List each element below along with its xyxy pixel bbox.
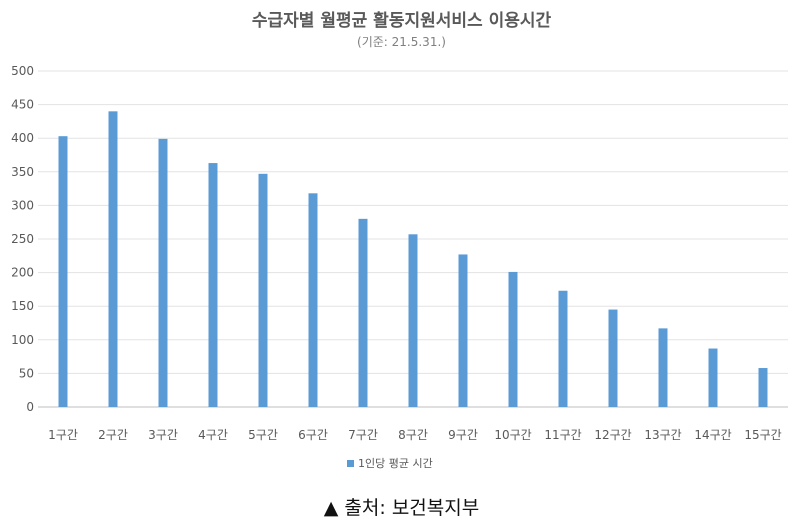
x-tick-label: 9구간	[448, 428, 478, 442]
bar	[658, 328, 668, 407]
bar	[58, 136, 68, 407]
y-tick-label: 500	[11, 64, 34, 78]
y-tick-label: 350	[11, 165, 34, 179]
bar	[758, 368, 768, 407]
bar	[608, 309, 618, 407]
bar	[308, 193, 318, 407]
y-tick-label: 400	[11, 131, 34, 145]
x-tick-label: 4구간	[198, 428, 228, 442]
x-tick-label: 6구간	[298, 428, 328, 442]
bar	[158, 138, 168, 407]
x-tick-label: 14구간	[694, 428, 731, 442]
bar	[408, 234, 418, 407]
bar	[258, 173, 268, 407]
bar	[108, 111, 118, 407]
x-tick-label: 12구간	[594, 428, 631, 442]
bar	[358, 218, 368, 407]
bar	[508, 271, 518, 407]
y-tick-label: 300	[11, 198, 34, 212]
x-tick-label: 2구간	[98, 428, 128, 442]
y-tick-label: 50	[19, 366, 34, 380]
x-tick-label: 10구간	[494, 428, 531, 442]
legend-swatch	[347, 460, 354, 467]
x-tick-label: 5구간	[248, 428, 278, 442]
y-tick-label: 450	[11, 98, 34, 112]
x-tick-label: 15구간	[744, 428, 781, 442]
y-tick-label: 250	[11, 232, 34, 246]
y-tick-label: 0	[26, 400, 34, 414]
chart-subtitle: (기준: 21.5.31.)	[357, 35, 446, 49]
x-tick-label: 13구간	[644, 428, 681, 442]
x-tick-label: 3구간	[148, 428, 178, 442]
bar	[558, 290, 568, 407]
y-tick-label: 150	[11, 299, 34, 313]
source-caption: ▲ 출처: 보건복지부	[323, 497, 480, 519]
y-tick-label: 200	[11, 266, 34, 280]
x-tick-label: 1구간	[48, 428, 78, 442]
legend-label: 1인당 평균 시간	[358, 457, 433, 470]
y-tick-label: 100	[11, 333, 34, 347]
x-tick-label: 11구간	[544, 428, 581, 442]
chart-title: 수급자별 월평균 활동지원서비스 이용시간	[251, 11, 552, 31]
x-tick-label: 8구간	[398, 428, 428, 442]
bar	[208, 163, 218, 407]
x-tick-label: 7구간	[348, 428, 378, 442]
bar	[458, 254, 468, 407]
chart-area: 수급자별 월평균 활동지원서비스 이용시간 (기준: 21.5.31.) 500…	[11, 11, 788, 470]
bar	[708, 348, 718, 407]
